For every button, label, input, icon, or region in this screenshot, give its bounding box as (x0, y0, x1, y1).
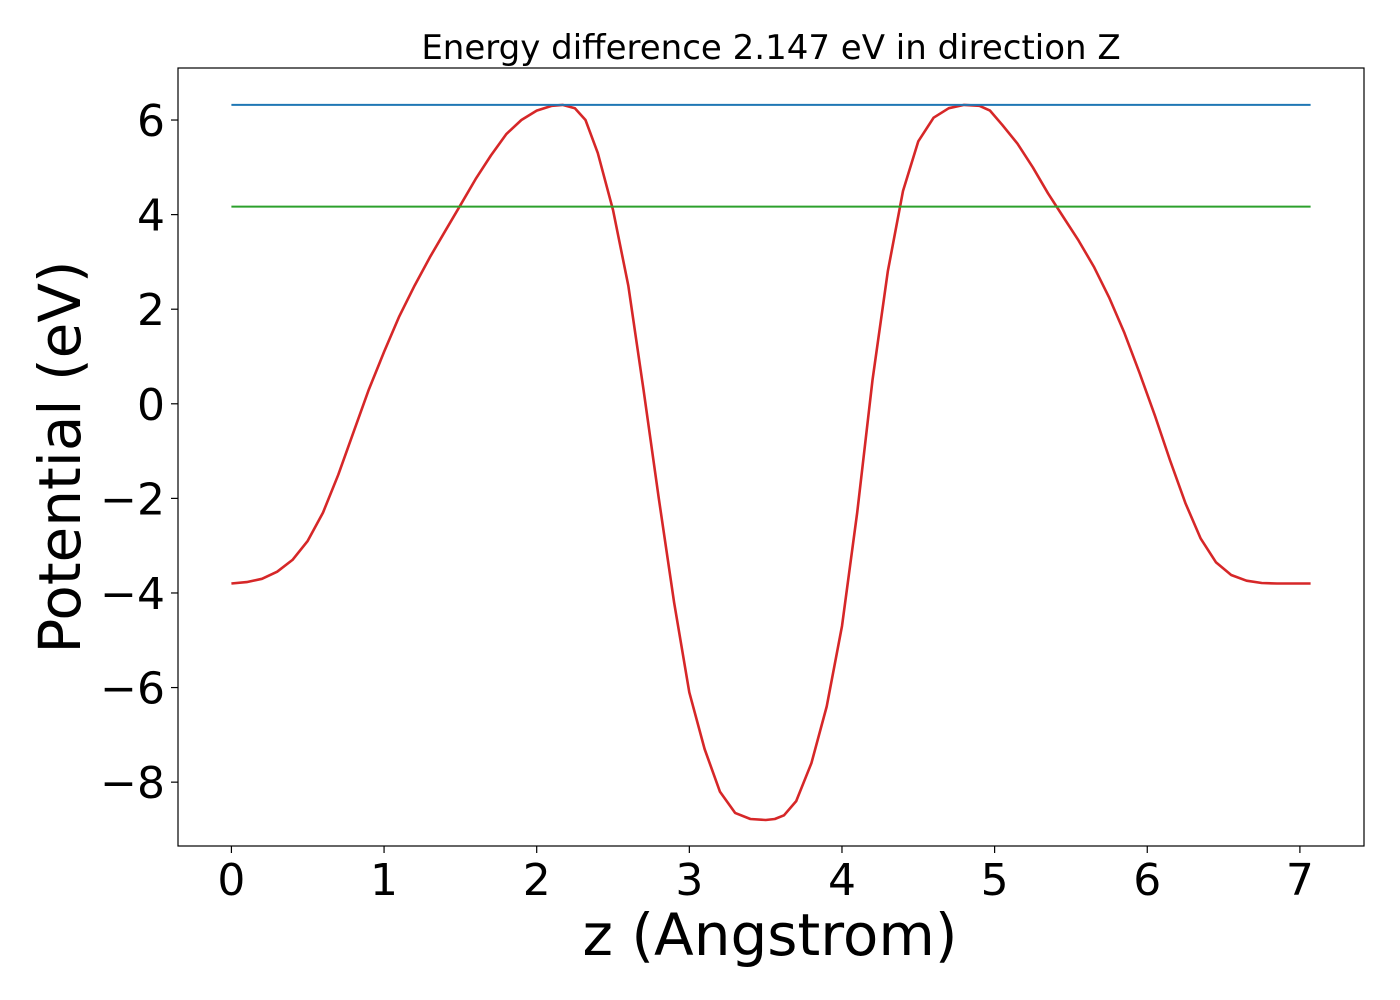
y-tick-label: −2 (100, 474, 165, 525)
y-axis-ticks: 6 4 2 0 −2 −4 −6 −8 (100, 96, 178, 809)
plot-lines (231, 103, 1311, 822)
x-tick-label: 5 (981, 855, 1009, 906)
y-tick-label: −6 (100, 664, 165, 715)
y-tick-label: −4 (100, 569, 165, 620)
chart-title: Energy difference 2.147 eV in direction … (421, 28, 1120, 68)
y-axis-title: Potential (eV) (26, 260, 94, 653)
x-tick-label: 6 (1133, 855, 1161, 906)
x-axis-title: z (Angstrom) (583, 901, 958, 969)
y-tick-label: 6 (137, 96, 165, 147)
x-tick-label: 1 (370, 855, 398, 906)
y-tick-label: −8 (100, 758, 165, 809)
x-tick-label: 3 (675, 855, 703, 906)
y-tick-label: 4 (137, 191, 165, 242)
y-tick-label: 0 (137, 380, 165, 431)
plot-frame (177, 67, 1365, 847)
x-tick-label: 4 (828, 855, 856, 906)
y-tick-label: 2 (137, 285, 165, 336)
x-tick-label: 0 (217, 855, 245, 906)
x-tick-label: 2 (523, 855, 551, 906)
x-tick-label: 7 (1286, 855, 1314, 906)
potential-line (231, 103, 1311, 822)
x-axis-ticks: 0 1 2 3 4 5 6 7 (217, 846, 1314, 906)
